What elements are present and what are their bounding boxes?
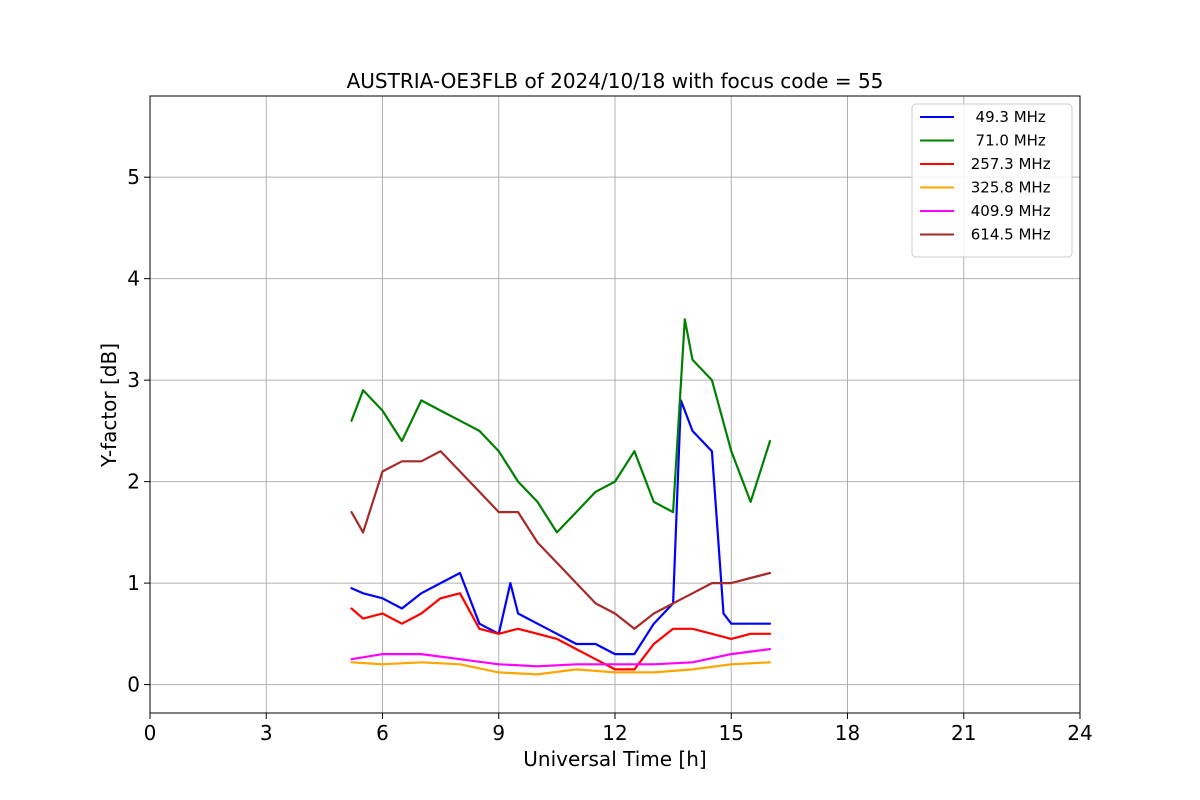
legend: 49.3 MHz 71.0 MHz 257.3 MHz 325.8 MHz 40… — [911, 103, 1073, 258]
series-line-1 — [350, 399, 772, 656]
y-tick-label: 5 — [127, 165, 140, 189]
y-axis-label: Y-factor [dB] — [97, 343, 121, 468]
x-tick-label: 3 — [260, 721, 273, 745]
y-tick-label: 0 — [127, 673, 140, 697]
legend-entry: 409.9 MHz — [966, 202, 1051, 220]
legend-entry: 71.0 MHz — [966, 132, 1046, 150]
series-line-6 — [350, 450, 772, 630]
series-line-3 — [350, 592, 772, 671]
legend-entry: 49.3 MHz — [966, 108, 1046, 126]
series-line-4 — [350, 661, 772, 676]
y-tick-label: 1 — [127, 571, 140, 595]
x-tick-label: 9 — [492, 721, 505, 745]
x-tick-label: 21 — [951, 721, 976, 745]
series-layer — [350, 318, 772, 676]
x-tick-label: 15 — [719, 721, 744, 745]
x-tick-label: 6 — [376, 721, 389, 745]
y-tick-label: 3 — [127, 368, 140, 392]
x-tick-label: 24 — [1067, 721, 1092, 745]
legend-entry: 257.3 MHz — [966, 155, 1051, 173]
x-tick-label: 18 — [835, 721, 860, 745]
legend-box — [911, 103, 1073, 258]
legend-entry: 614.5 MHz — [966, 226, 1051, 244]
x-tick-label: 12 — [602, 721, 627, 745]
x-axis-label: Universal Time [h] — [523, 747, 706, 771]
grid — [149, 96, 1081, 713]
series-line-5 — [350, 647, 772, 668]
chart-title: AUSTRIA-OE3FLB of 2024/10/18 with focus … — [347, 69, 884, 93]
y-tick-label: 4 — [127, 267, 140, 291]
series-line-2 — [350, 318, 772, 534]
y-tick-label: 2 — [127, 470, 140, 494]
legend-entry: 325.8 MHz — [966, 179, 1051, 197]
x-tick-label: 0 — [144, 721, 157, 745]
